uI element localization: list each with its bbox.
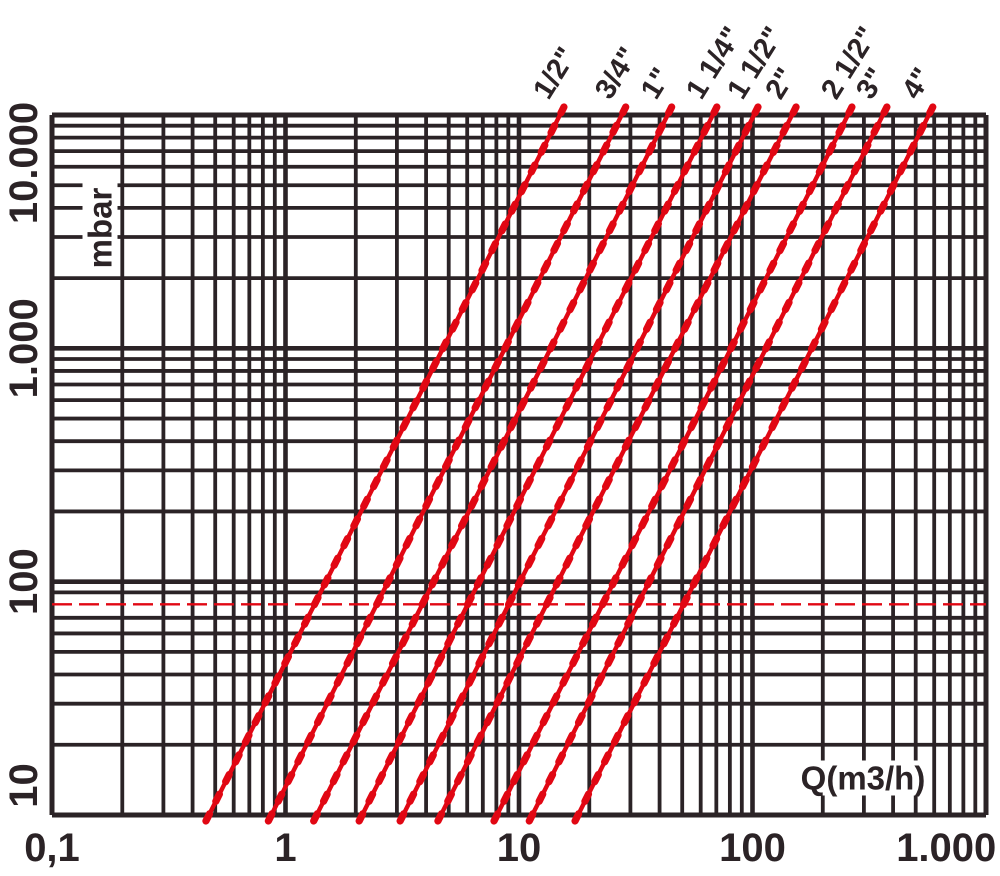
y-tick-label: 100: [2, 548, 46, 615]
x-tick-label: 1.000: [896, 826, 996, 870]
series-label: 3/4": [589, 42, 645, 105]
y-tick-label: 1.000: [2, 298, 46, 398]
x-tick-label: 100: [719, 826, 786, 870]
series-line-texture: [396, 103, 762, 825]
series-line-texture: [264, 103, 630, 825]
series-line-texture: [571, 103, 937, 825]
series-line-texture: [434, 103, 800, 825]
series-line-texture: [525, 103, 891, 825]
y-tick-label: 10: [2, 763, 46, 808]
series-line-texture: [202, 103, 568, 825]
series-label: 1": [635, 62, 678, 104]
series-label: 4": [896, 62, 939, 104]
series-line-texture: [490, 103, 856, 825]
y-tick-label: 10.000: [2, 102, 46, 224]
series-line-texture: [355, 103, 721, 825]
y-axis-unit-label: mbar: [82, 182, 119, 274]
series-label: 1/2": [527, 42, 583, 105]
x-tick-label: 0,1: [24, 826, 80, 870]
x-tick-label: 10: [497, 826, 542, 870]
x-tick-label: 1: [274, 826, 296, 870]
series-line-texture: [310, 103, 676, 825]
x-axis-unit-label: Q(m3/h): [795, 760, 931, 796]
